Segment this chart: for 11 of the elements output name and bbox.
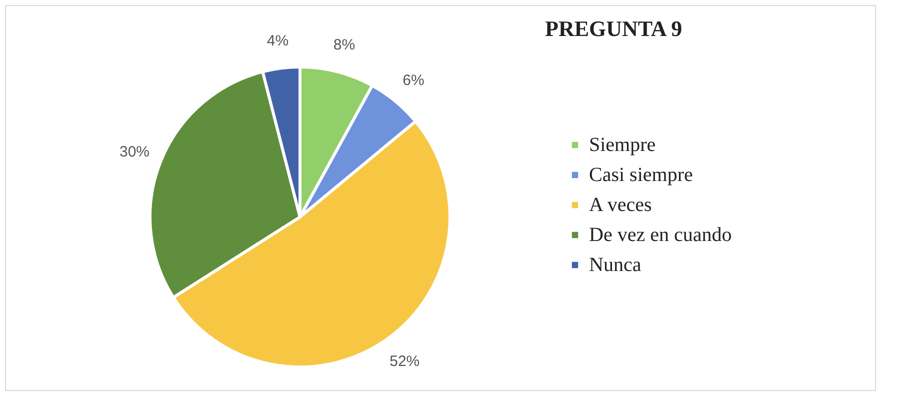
legend-label: A veces (589, 194, 652, 216)
legend-label: Nunca (589, 254, 642, 276)
legend-label: De vez en cuando (589, 224, 732, 246)
data-label: 30% (119, 143, 150, 160)
data-label: 4% (266, 32, 289, 50)
chart-title: PREGUNTA 9 (545, 16, 682, 41)
legend-label: Casi siempre (589, 164, 693, 186)
data-label: 8% (333, 36, 356, 54)
data-label: 6% (402, 72, 424, 89)
data-label: 52% (390, 353, 420, 370)
legend-label: Siempre (589, 134, 656, 156)
